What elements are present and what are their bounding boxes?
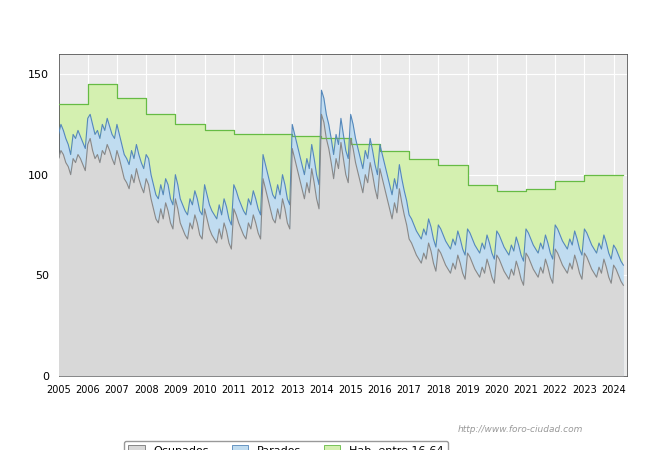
Text: Aielo de Rugat - Evolucion de la poblacion en edad de Trabajar Mayo de 2024: Aielo de Rugat - Evolucion de la poblaci… [49,17,601,30]
Legend: Ocupados, Parados, Hab. entre 16-64: Ocupados, Parados, Hab. entre 16-64 [124,441,448,450]
Text: http://www.foro-ciudad.com: http://www.foro-ciudad.com [458,425,582,434]
